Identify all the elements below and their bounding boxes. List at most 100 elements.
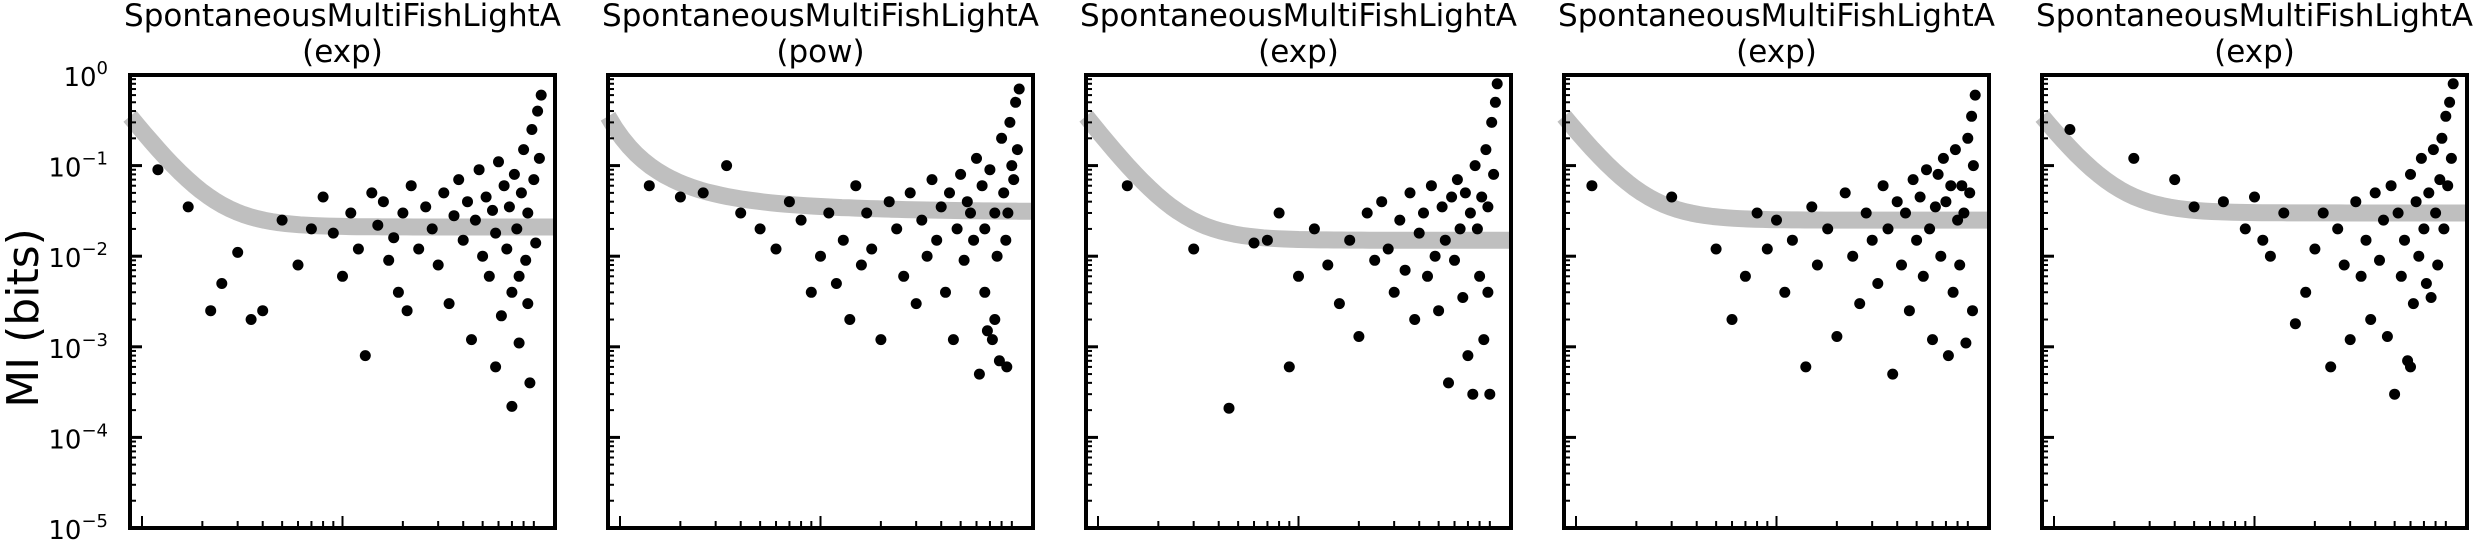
chart-panel: SpontaneousMultiFishLightA(pow): [600, 0, 1039, 530]
data-point: [508, 168, 520, 180]
data-point: [438, 187, 450, 199]
data-point: [2423, 187, 2435, 199]
data-point: [1962, 132, 1974, 144]
data-point: [1927, 334, 1938, 346]
data-point: [1488, 168, 1500, 180]
data-point: [1937, 152, 1949, 164]
data-point: [1949, 144, 1961, 156]
data-point: [2381, 331, 2393, 342]
data-point: [1872, 278, 1884, 289]
data-point: [1900, 207, 1911, 219]
data-point: [1353, 331, 1365, 342]
y-tick-base: 10: [63, 63, 96, 93]
data-point: [1903, 305, 1915, 317]
data-point: [2438, 223, 2450, 235]
data-point: [1002, 207, 1014, 219]
data-point: [405, 180, 417, 192]
data-point: [522, 207, 534, 219]
data-point: [2440, 110, 2452, 122]
data-point: [921, 250, 933, 262]
data-point: [515, 187, 527, 199]
data-point: [453, 174, 465, 186]
data-point: [1344, 234, 1356, 246]
data-point: [1451, 174, 1463, 186]
data-point: [518, 144, 530, 156]
y-tick-base: 10: [48, 335, 81, 365]
data-point: [1839, 187, 1851, 199]
data-point: [968, 234, 980, 246]
data-point: [377, 196, 389, 208]
data-point: [979, 223, 991, 235]
data-point: [1439, 234, 1451, 246]
data-point: [1811, 259, 1823, 271]
data-point: [506, 286, 518, 298]
data-point: [366, 187, 378, 199]
data-point: [1891, 196, 1903, 208]
data-point: [1429, 250, 1441, 262]
data-point: [292, 259, 304, 271]
data-point: [392, 286, 404, 298]
chart-panel: SpontaneousMultiFishLightA(exp): [2035, 0, 2473, 530]
data-point: [152, 164, 164, 176]
data-point: [898, 270, 910, 282]
axes-frame: [128, 73, 557, 530]
data-point: [2425, 292, 2437, 303]
data-point: [1917, 270, 1929, 282]
data-point: [1822, 223, 1834, 235]
data-point: [971, 152, 982, 164]
data-point: [1482, 286, 1494, 298]
data-point: [2325, 361, 2337, 373]
data-point: [1940, 196, 1952, 208]
data-point: [1960, 337, 1972, 349]
data-point: [490, 361, 502, 373]
data-point: [1454, 223, 1466, 235]
data-point: [2350, 196, 2362, 208]
data-point: [1459, 187, 1471, 199]
data-point: [2418, 223, 2430, 235]
data-point: [823, 207, 835, 219]
data-point: [483, 270, 495, 282]
data-point: [1322, 259, 1334, 271]
data-point: [926, 174, 938, 186]
data-point: [984, 164, 996, 176]
data-point: [1952, 214, 1964, 226]
data-point: [1248, 237, 1260, 249]
data-point: [528, 174, 540, 186]
data-point: [1399, 264, 1411, 276]
data-point: [1404, 187, 1416, 199]
data-point: [2444, 96, 2456, 108]
data-point: [2369, 187, 2381, 199]
data-point: [1779, 286, 1791, 298]
data-point: [1409, 314, 1421, 325]
data-point: [1486, 116, 1498, 128]
y-tick-label: 10−1: [48, 149, 108, 184]
data-point: [795, 214, 807, 226]
data-point: [1462, 350, 1474, 362]
data-point: [805, 286, 817, 298]
data-point: [1010, 96, 1022, 108]
chart-title: SpontaneousMultiFishLightA: [1558, 0, 1995, 34]
data-point: [1011, 144, 1023, 156]
data-point: [522, 298, 534, 310]
data-point: [182, 201, 194, 213]
y-tick-exponent: −1: [81, 149, 108, 170]
data-point: [1006, 160, 1018, 172]
data-point: [1771, 214, 1782, 226]
data-point: [958, 254, 970, 266]
data-point: [2289, 318, 2301, 330]
fit-band: [1079, 110, 1513, 249]
data-point: [1369, 254, 1381, 266]
data-point: [1418, 207, 1429, 219]
data-point: [506, 400, 518, 412]
data-point: [1947, 286, 1959, 298]
data-point: [2360, 234, 2372, 246]
data-point: [1425, 180, 1437, 192]
data-point: [1001, 361, 1013, 373]
data-point: [998, 187, 1010, 199]
data-point: [305, 223, 317, 235]
data-point: [1954, 259, 1966, 271]
data-point: [2355, 270, 2367, 282]
data-point: [955, 168, 967, 180]
axes-frame: [606, 73, 1035, 530]
data-point: [2365, 314, 2377, 325]
